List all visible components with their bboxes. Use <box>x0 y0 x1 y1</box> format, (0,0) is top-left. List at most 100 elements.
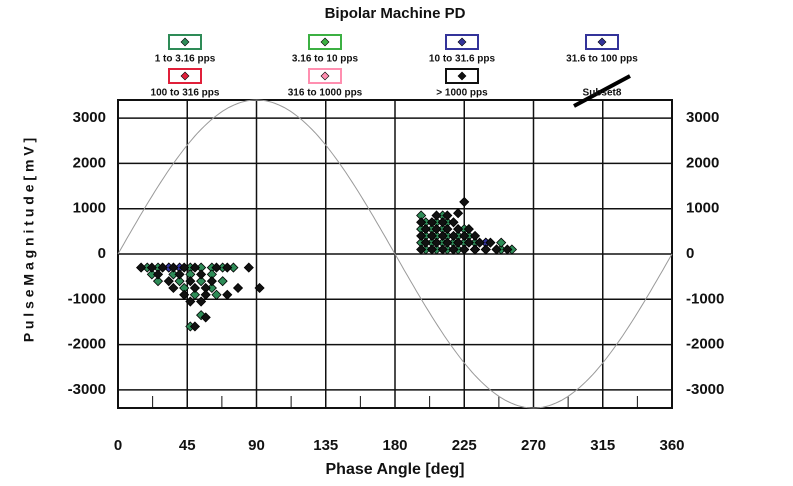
point <box>157 262 168 273</box>
point <box>459 244 470 255</box>
legend-label: 10 to 31.6 pps <box>429 54 496 65</box>
point <box>243 262 254 273</box>
point <box>222 289 233 300</box>
point <box>453 237 464 248</box>
point <box>453 224 464 235</box>
x-tick-label: 0 <box>114 437 122 454</box>
point <box>442 210 453 221</box>
x-tick-label: 45 <box>179 437 196 454</box>
point <box>437 230 448 241</box>
legend-marker <box>320 71 330 81</box>
x-axis-label: Phase Angle [deg] <box>326 461 465 478</box>
x-tick-label: 270 <box>521 437 546 454</box>
y-tick-label-right: 0 <box>686 245 694 262</box>
point <box>459 230 470 241</box>
point <box>431 237 442 248</box>
legend-label: 316 to 1000 pps <box>288 88 363 99</box>
point <box>463 237 474 248</box>
point <box>179 262 190 273</box>
y-tick-label: -2000 <box>68 336 106 353</box>
y-tick-label-right: 2000 <box>686 154 719 171</box>
point <box>222 262 233 273</box>
x-tick-label: 315 <box>590 437 615 454</box>
legend-marker <box>457 71 467 81</box>
point <box>146 262 157 273</box>
point <box>200 312 211 323</box>
point <box>152 276 164 287</box>
point <box>420 237 431 248</box>
point <box>189 321 201 332</box>
legend-marker <box>597 37 607 47</box>
point <box>448 230 459 241</box>
point <box>416 217 427 228</box>
point <box>459 196 470 207</box>
point <box>453 208 464 219</box>
point <box>469 244 481 255</box>
point <box>469 230 481 241</box>
point <box>420 224 431 235</box>
point <box>448 244 459 255</box>
y-tick-label: -3000 <box>68 381 106 398</box>
y-tick-label-right: -2000 <box>686 336 724 353</box>
point <box>437 244 448 255</box>
point <box>480 244 491 255</box>
y-tick-label-right: 1000 <box>686 200 719 217</box>
point <box>206 276 217 287</box>
x-tick-label: 225 <box>452 437 477 454</box>
point <box>189 289 201 300</box>
point <box>163 276 174 287</box>
legend-label: > 1000 pps <box>436 88 488 99</box>
point <box>196 276 207 287</box>
point <box>496 237 507 248</box>
point <box>448 217 459 228</box>
y-tick-label-right: 3000 <box>686 109 719 126</box>
point <box>136 262 147 273</box>
point <box>416 230 427 241</box>
chart-title: Bipolar Machine PD <box>325 5 466 22</box>
point <box>502 244 513 255</box>
point <box>185 276 196 287</box>
y-axis-label: P u l s e M a g n i t u d e [ m V ] <box>21 138 37 342</box>
legend-line <box>573 74 631 108</box>
point <box>189 262 201 273</box>
point <box>211 289 222 300</box>
y-tick-label-right: -1000 <box>686 290 724 307</box>
y-tick-label: 3000 <box>73 109 106 126</box>
y-tick-label: -1000 <box>68 290 106 307</box>
point <box>442 237 453 248</box>
point <box>174 269 185 280</box>
y-tick-label: 0 <box>98 245 106 262</box>
point <box>174 276 185 287</box>
legend-label: 31.6 to 100 pps <box>566 54 638 65</box>
legend-marker <box>180 71 190 81</box>
point <box>426 230 437 241</box>
legend-label: 3.16 to 10 pps <box>292 54 359 65</box>
legend-marker <box>320 37 330 47</box>
point <box>431 224 442 235</box>
x-tick-label: 90 <box>248 437 265 454</box>
y-tick-label: 2000 <box>73 154 106 171</box>
reference-sine <box>117 99 673 409</box>
x-tick-label: 135 <box>313 437 338 454</box>
x-tick-label: 180 <box>382 437 407 454</box>
point <box>200 289 211 300</box>
point <box>491 244 502 255</box>
point <box>426 217 437 228</box>
point <box>168 262 179 273</box>
point <box>189 282 201 294</box>
point <box>217 276 228 287</box>
point <box>437 217 448 228</box>
x-tick-label: 360 <box>659 437 684 454</box>
point <box>254 282 265 294</box>
point <box>416 244 427 255</box>
point <box>185 296 196 307</box>
legend-label: 100 to 316 pps <box>151 88 220 99</box>
point <box>431 210 442 221</box>
point <box>152 269 164 280</box>
point <box>196 269 207 280</box>
point <box>485 237 496 248</box>
point <box>474 237 485 248</box>
point <box>442 224 453 235</box>
point <box>179 289 190 300</box>
